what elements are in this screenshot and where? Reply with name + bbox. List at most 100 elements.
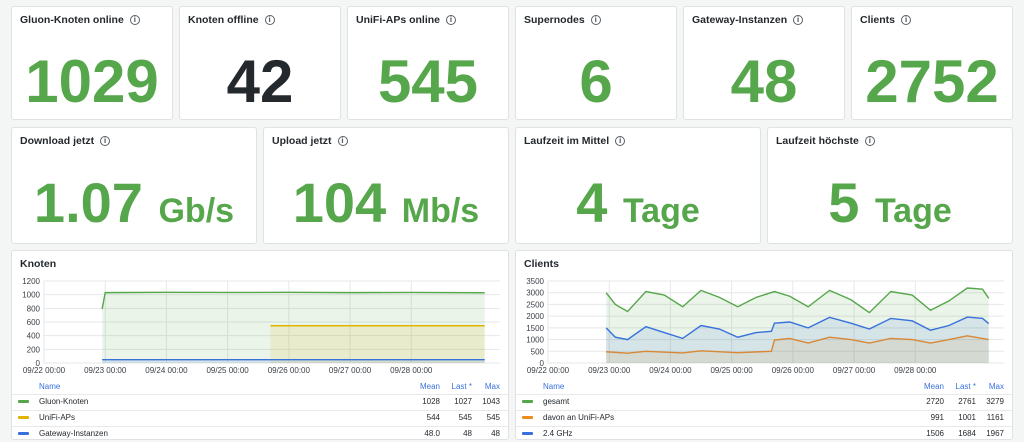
series-line[interactable] bbox=[606, 335, 989, 354]
info-circle-icon[interactable]: i bbox=[590, 15, 601, 25]
panel-title: Upload jetzt i bbox=[272, 135, 348, 147]
legend-mean: 1028 bbox=[422, 397, 440, 406]
series-swatch bbox=[18, 400, 29, 403]
chart-panel-clients[interactable]: Clients 0 500 1000 1500 2000 2500 3000 3500 09/2… bbox=[515, 250, 1013, 440]
info-circle-icon[interactable]: i bbox=[100, 136, 111, 146]
legend-row[interactable]: Gluon-Knoten 1028 1027 1043 bbox=[12, 394, 508, 408]
info-circle-icon[interactable]: i bbox=[264, 15, 275, 25]
panel-title: UniFi-APs online i bbox=[356, 14, 456, 26]
legend-header-last[interactable]: Last * bbox=[451, 381, 472, 391]
info-circle-icon[interactable]: i bbox=[615, 136, 626, 146]
legend-max: 3279 bbox=[986, 397, 1004, 406]
panel-title: Clients bbox=[524, 258, 560, 270]
series-line[interactable] bbox=[101, 291, 485, 310]
x-tick-label: 09/23 00:00 bbox=[588, 366, 631, 375]
legend-header-name[interactable]: Name bbox=[39, 381, 61, 391]
legend-mean: 544 bbox=[426, 413, 440, 422]
knoten-chart[interactable]: 0 200 400 600 800 1000 1200 09/22 00:00 09/23 00… bbox=[12, 271, 508, 401]
legend-row[interactable]: Gateway-Instanzen 48.0 48 48 bbox=[12, 426, 508, 440]
panel-title: Knoten bbox=[20, 258, 57, 270]
clients-chart[interactable]: 0 500 1000 1500 2000 2500 3000 3500 09/22 00:00 0… bbox=[516, 271, 1012, 401]
panel-title: Clients i bbox=[860, 14, 912, 26]
legend-header-mean[interactable]: Mean bbox=[923, 381, 944, 391]
legend-last: 1001 bbox=[958, 413, 976, 422]
series-swatch bbox=[522, 432, 533, 435]
stat-panel-clients[interactable]: Clients i 2752 bbox=[851, 6, 1013, 120]
y-tick-label: 0 bbox=[540, 359, 545, 368]
x-tick-label: 09/25 00:00 bbox=[710, 366, 753, 375]
stat-panel-laufzeit-mittel[interactable]: Laufzeit im Mittel i 4 Tage bbox=[515, 127, 761, 244]
stat-value: 4 Tage bbox=[576, 171, 700, 234]
stat-value: 48 bbox=[730, 48, 798, 115]
legend-mean: 1506 bbox=[926, 429, 944, 438]
stat-value: 5 Tage bbox=[828, 171, 952, 234]
series-area bbox=[102, 292, 485, 363]
series-line[interactable] bbox=[605, 316, 990, 341]
legend-series-name: davon an UniFi-APs bbox=[543, 413, 615, 422]
legend-row[interactable]: 2.4 GHz 1506 1684 1967 bbox=[516, 426, 1012, 440]
legend-last: 1027 bbox=[454, 397, 472, 406]
legend-header-max[interactable]: Max bbox=[988, 381, 1004, 391]
series-area bbox=[606, 288, 989, 363]
legend-header: Name Mean Last * Max bbox=[12, 380, 508, 392]
x-tick-label: 09/25 00:00 bbox=[206, 366, 249, 375]
stat-panel-upload[interactable]: Upload jetzt i 104 Mb/s bbox=[263, 127, 509, 244]
legend-header-last[interactable]: Last * bbox=[955, 381, 976, 391]
series-area bbox=[606, 335, 989, 363]
stat-panel-unifi-aps[interactable]: UniFi-APs online i 545 bbox=[347, 6, 509, 120]
info-circle-icon[interactable]: i bbox=[446, 15, 456, 25]
y-tick-label: 400 bbox=[27, 332, 41, 341]
legend-last: 1684 bbox=[958, 429, 976, 438]
legend-last: 2761 bbox=[958, 397, 976, 406]
chart-panel-knoten[interactable]: Knoten 0 200 400 600 800 1000 1200 09/22 00:00 0… bbox=[11, 250, 509, 440]
stat-panel-gateway-instanzen[interactable]: Gateway-Instanzen i 48 bbox=[683, 6, 845, 120]
panel-title: Laufzeit höchste i bbox=[776, 135, 875, 147]
stat-panel-laufzeit-hoechste[interactable]: Laufzeit höchste i 5 Tage bbox=[767, 127, 1013, 244]
stat-unit: Gb/s bbox=[158, 192, 235, 230]
legend-mean: 48.0 bbox=[424, 429, 440, 438]
legend-mean: 2720 bbox=[926, 397, 944, 406]
x-tick-label: 09/28 00:00 bbox=[390, 366, 433, 375]
x-tick-label: 09/22 00:00 bbox=[23, 366, 66, 375]
legend-series-name: gesamt bbox=[543, 397, 570, 406]
legend-row[interactable]: davon an UniFi-APs 991 1001 1161 bbox=[516, 410, 1012, 424]
series-area bbox=[102, 359, 485, 363]
legend-header-mean[interactable]: Mean bbox=[419, 381, 440, 391]
stat-panel-supernodes[interactable]: Supernodes i 6 bbox=[515, 6, 677, 120]
y-tick-label: 3500 bbox=[526, 277, 544, 286]
y-tick-label: 2000 bbox=[526, 312, 544, 321]
legend-row[interactable]: gesamt 2720 2761 3279 bbox=[516, 394, 1012, 408]
legend-max: 1161 bbox=[986, 413, 1004, 422]
info-circle-icon[interactable]: i bbox=[901, 15, 912, 25]
series-area bbox=[270, 325, 485, 363]
legend-max: 1967 bbox=[986, 429, 1004, 438]
stat-panel-download[interactable]: Download jetzt i 1.07 Gb/s bbox=[11, 127, 257, 244]
x-tick-label: 09/23 00:00 bbox=[84, 366, 127, 375]
legend-last: 545 bbox=[458, 413, 472, 422]
info-circle-icon[interactable]: i bbox=[864, 136, 875, 146]
stat-panel-gluon-knoten[interactable]: Gluon-Knoten online i 1029 bbox=[11, 6, 173, 120]
legend-header: Name Mean Last * Max bbox=[516, 380, 1012, 392]
legend-header-name[interactable]: Name bbox=[543, 381, 565, 391]
y-tick-label: 1000 bbox=[22, 291, 40, 300]
stat-panel-knoten-offline[interactable]: Knoten offline i 42 bbox=[179, 6, 341, 120]
legend-header-max[interactable]: Max bbox=[484, 381, 500, 391]
stat-value: 104 Mb/s bbox=[292, 171, 480, 234]
y-tick-label: 1200 bbox=[22, 277, 40, 286]
legend-max: 1043 bbox=[482, 397, 500, 406]
x-tick-label: 09/27 00:00 bbox=[833, 366, 876, 375]
panel-title: Gateway-Instanzen i bbox=[692, 14, 804, 26]
stat-unit: Mb/s bbox=[401, 192, 480, 230]
series-swatch bbox=[18, 416, 29, 419]
info-circle-icon[interactable]: i bbox=[337, 136, 348, 146]
stat-value: 2752 bbox=[865, 48, 999, 115]
series-line[interactable] bbox=[605, 287, 990, 314]
x-tick-label: 09/28 00:00 bbox=[894, 366, 937, 375]
legend-max: 48 bbox=[491, 429, 500, 438]
info-circle-icon[interactable]: i bbox=[793, 15, 804, 25]
stat-unit: Tage bbox=[622, 192, 700, 230]
info-circle-icon[interactable]: i bbox=[129, 15, 140, 25]
panel-title: Supernodes i bbox=[524, 14, 601, 26]
y-tick-label: 800 bbox=[27, 304, 41, 313]
legend-row[interactable]: UniFi-APs 544 545 545 bbox=[12, 410, 508, 424]
